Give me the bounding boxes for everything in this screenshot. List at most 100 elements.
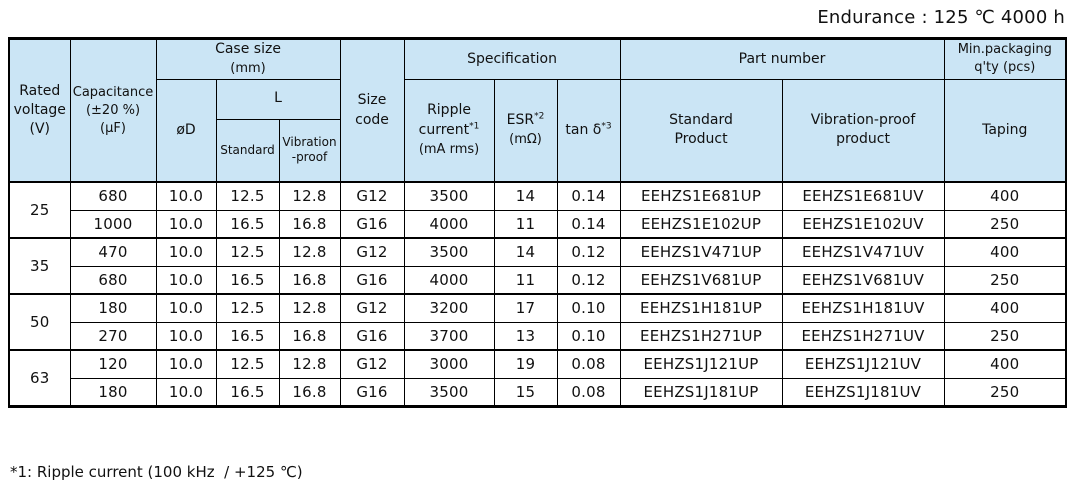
part-vibration-cell: EEHZS1H271UV xyxy=(781,321,945,351)
part-standard-cell: EEHZS1V681UP xyxy=(619,265,783,295)
part-vibration-cell: EEHZS1J121UV xyxy=(781,349,945,379)
size-code-cell: G12 xyxy=(339,181,405,211)
ripple-current-cell: 3700 xyxy=(403,321,495,351)
esr-label: ESR xyxy=(506,112,535,129)
size-code-cell: G12 xyxy=(339,293,405,323)
diameter-cell: 10.0 xyxy=(155,265,217,295)
l-vibration-cell: 12.8 xyxy=(278,293,341,323)
l-vibration-cell: 12.8 xyxy=(278,181,341,211)
table-body: 25 680 10.0 12.5 12.8 G12 3500 14 0.14 EEHZS1E681… xyxy=(8,181,1067,407)
col-header-capacitance: Capacitance (±20 %) (μF) xyxy=(69,38,157,183)
capacitance-cell: 680 xyxy=(69,181,157,211)
esr-footnote-ref: *2 xyxy=(534,111,545,122)
l-vibration-cell: 16.8 xyxy=(278,377,341,407)
diameter-cell: 10.0 xyxy=(155,181,217,211)
esr-cell: 13 xyxy=(493,321,558,351)
part-standard-cell: EEHZS1E681UP xyxy=(619,181,783,211)
taping-cell: 250 xyxy=(943,209,1067,239)
l-standard-cell: 16.5 xyxy=(215,377,280,407)
col-header-tan-delta: tan δ*3 xyxy=(556,78,621,183)
table-row: 25 680 10.0 12.5 12.8 G12 3500 14 0.14 EEHZS1E681… xyxy=(8,181,1067,239)
col-header-specification: Specification xyxy=(403,38,621,80)
esr-cell: 14 xyxy=(493,181,558,211)
col-header-case-size: Case size (mm) xyxy=(155,38,341,80)
rated-voltage-cell: 35 xyxy=(8,237,71,295)
tan-delta-cell: 0.08 xyxy=(556,349,621,379)
table-row: 35 470 10.0 12.5 12.8 G12 3500 14 0.12 EEHZS1V471… xyxy=(8,237,1067,295)
case-size-title: Case size xyxy=(215,41,281,57)
col-header-vibration-product: Vibration-proof product xyxy=(781,78,945,183)
capacitance-cell: 1000 xyxy=(69,209,157,239)
footnotes: *1: Ripple current (100 kHz / +125 ℃) *2… xyxy=(10,417,1065,482)
table-row: 270 10.0 16.5 16.8 G16 3700 13 0.10 EEHZS1H271UP… xyxy=(9,321,1067,351)
tan-delta-label: tan δ xyxy=(565,121,602,138)
part-standard-cell: EEHZS1H181UP xyxy=(619,293,783,323)
taping-cell: 400 xyxy=(943,237,1067,267)
table-row: 50 180 10.0 12.5 12.8 G12 3200 17 0.10 EEHZS1H181… xyxy=(8,293,1067,351)
rated-voltage-cell: 25 xyxy=(8,181,71,239)
col-header-min-packaging: Min.packaging q'ty (pcs) xyxy=(943,38,1067,80)
diameter-cell: 10.0 xyxy=(155,209,217,239)
capacitance-cell: 270 xyxy=(69,321,157,351)
ripple-current-cell: 3500 xyxy=(403,377,495,407)
part-vibration-cell: EEHZS1J181UV xyxy=(781,377,945,407)
size-code-cell: G12 xyxy=(339,349,405,379)
tan-delta-cell: 0.10 xyxy=(556,321,621,351)
l-standard-cell: 16.5 xyxy=(215,265,280,295)
taping-cell: 250 xyxy=(943,265,1067,295)
col-header-rated-voltage: Rated voltage (V) xyxy=(8,38,71,183)
part-vibration-cell: EEHZS1E681UV xyxy=(781,181,945,211)
table-row: 63 120 10.0 12.5 12.8 G12 3000 19 0.08 EEHZS1J121… xyxy=(8,349,1067,407)
size-code-cell: G16 xyxy=(339,209,405,239)
taping-cell: 400 xyxy=(943,349,1067,379)
size-code-cell: G16 xyxy=(339,377,405,407)
endurance-note: Endurance : 125 ℃ 4000 h xyxy=(817,7,1065,28)
esr-cell: 14 xyxy=(493,237,558,267)
l-vibration-cell: 12.8 xyxy=(278,237,341,267)
diameter-cell: 10.0 xyxy=(155,293,217,323)
taping-cell: 400 xyxy=(943,293,1067,323)
col-header-standard-product: Standard Product xyxy=(619,78,783,183)
part-vibration-cell: EEHZS1H181UV xyxy=(781,293,945,323)
ripple-line1: Ripple xyxy=(427,102,471,119)
l-vibration-cell: 16.8 xyxy=(278,321,341,351)
size-code-cell: G16 xyxy=(339,321,405,351)
l-standard-cell: 16.5 xyxy=(215,321,280,351)
table-row: 1000 10.0 16.5 16.8 G16 4000 11 0.14 EEHZS1E102U… xyxy=(9,209,1067,239)
diameter-cell: 10.0 xyxy=(155,349,217,379)
table-header: Rated voltage (V) Capacitance (±20 %) (μ… xyxy=(8,38,1067,183)
rated-voltage-cell: 50 xyxy=(8,293,71,351)
ripple-current-cell: 3200 xyxy=(403,293,495,323)
part-standard-cell: EEHZS1V471UP xyxy=(619,237,783,267)
part-vibration-cell: EEHZS1V681UV xyxy=(781,265,945,295)
part-vibration-cell: EEHZS1E102UV xyxy=(781,209,945,239)
l-standard-cell: 12.5 xyxy=(215,181,280,211)
tan-delta-cell: 0.14 xyxy=(556,181,621,211)
diameter-cell: 10.0 xyxy=(155,321,217,351)
capacitor-spec-table: Rated voltage (V) Capacitance (±20 %) (μ… xyxy=(8,37,1068,408)
tan-delta-cell: 0.12 xyxy=(556,265,621,295)
esr-cell: 17 xyxy=(493,293,558,323)
ripple-current-cell: 4000 xyxy=(403,265,495,295)
part-vibration-cell: EEHZS1V471UV xyxy=(781,237,945,267)
taping-cell: 400 xyxy=(943,181,1067,211)
ripple-line2: current xyxy=(418,121,470,138)
tan-delta-cell: 0.14 xyxy=(556,209,621,239)
diameter-cell: 10.0 xyxy=(155,237,217,267)
ripple-current-cell: 3500 xyxy=(403,181,495,211)
col-header-esr: ESR*2 (mΩ) xyxy=(493,78,558,183)
part-standard-cell: EEHZS1E102UP xyxy=(619,209,783,239)
col-header-part-number: Part number xyxy=(619,38,945,80)
col-header-diameter: øD xyxy=(155,78,217,183)
col-header-taping: Taping xyxy=(943,78,1067,183)
taping-cell: 250 xyxy=(943,321,1067,351)
part-standard-cell: EEHZS1H271UP xyxy=(619,321,783,351)
l-standard-cell: 12.5 xyxy=(215,349,280,379)
table-row: 680 10.0 16.5 16.8 G16 4000 11 0.12 EEHZS1V681UP… xyxy=(9,265,1067,295)
col-header-size-code: Size code xyxy=(339,38,405,183)
tan-delta-cell: 0.08 xyxy=(556,377,621,407)
col-header-l-standard: Standard xyxy=(215,118,280,183)
capacitance-cell: 470 xyxy=(69,237,157,267)
table-row: 180 10.0 16.5 16.8 G16 3500 15 0.08 EEHZS1J181UP… xyxy=(9,377,1067,407)
